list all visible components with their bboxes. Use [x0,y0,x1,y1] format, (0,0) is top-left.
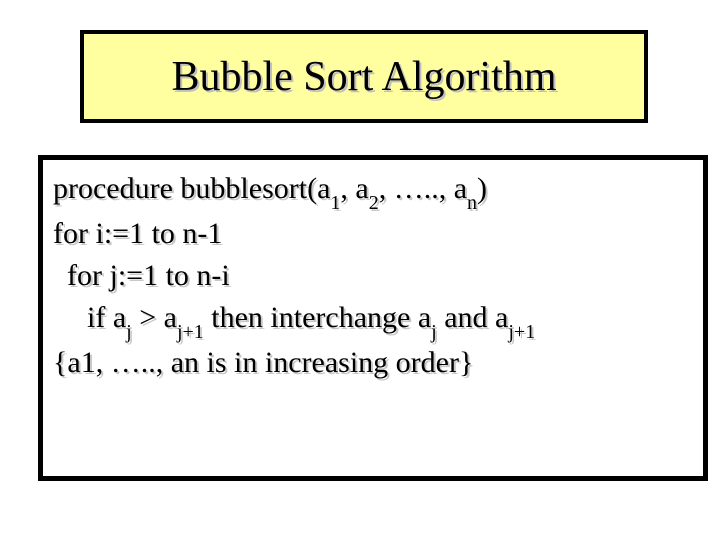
code-line-5: {a1, ….., an is in increasing order} [53,342,693,384]
subscript: j+1 [508,321,535,343]
subscript: 1 [330,192,340,214]
subscript: n [467,192,477,214]
code-line-2: for i:=1 to n-1 [53,213,693,255]
code-text: > a [132,301,177,334]
slide-title: Bubble Sort Algorithm [171,53,556,101]
code-text: then interchange a [204,301,431,334]
subscript: j [431,321,437,343]
algorithm-code-box: procedure bubblesort(a1, a2, ….., an) fo… [38,155,708,481]
subscript: 2 [369,192,379,214]
subscript: j+1 [177,321,204,343]
code-text: procedure bubblesort(a [53,172,330,205]
title-box: Bubble Sort Algorithm [80,30,648,123]
code-line-1: procedure bubblesort(a1, a2, ….., an) [53,168,693,213]
code-line-4: if aj > aj+1 then interchange aj and aj+… [53,297,693,342]
code-text: ) [477,172,487,205]
subscript: j [126,321,132,343]
code-line-3: for j:=1 to n-i [53,255,693,297]
code-text: , ….., a [379,172,467,205]
code-text: and a [437,301,509,334]
code-text: , a [340,172,368,205]
code-text: if a [87,301,126,334]
